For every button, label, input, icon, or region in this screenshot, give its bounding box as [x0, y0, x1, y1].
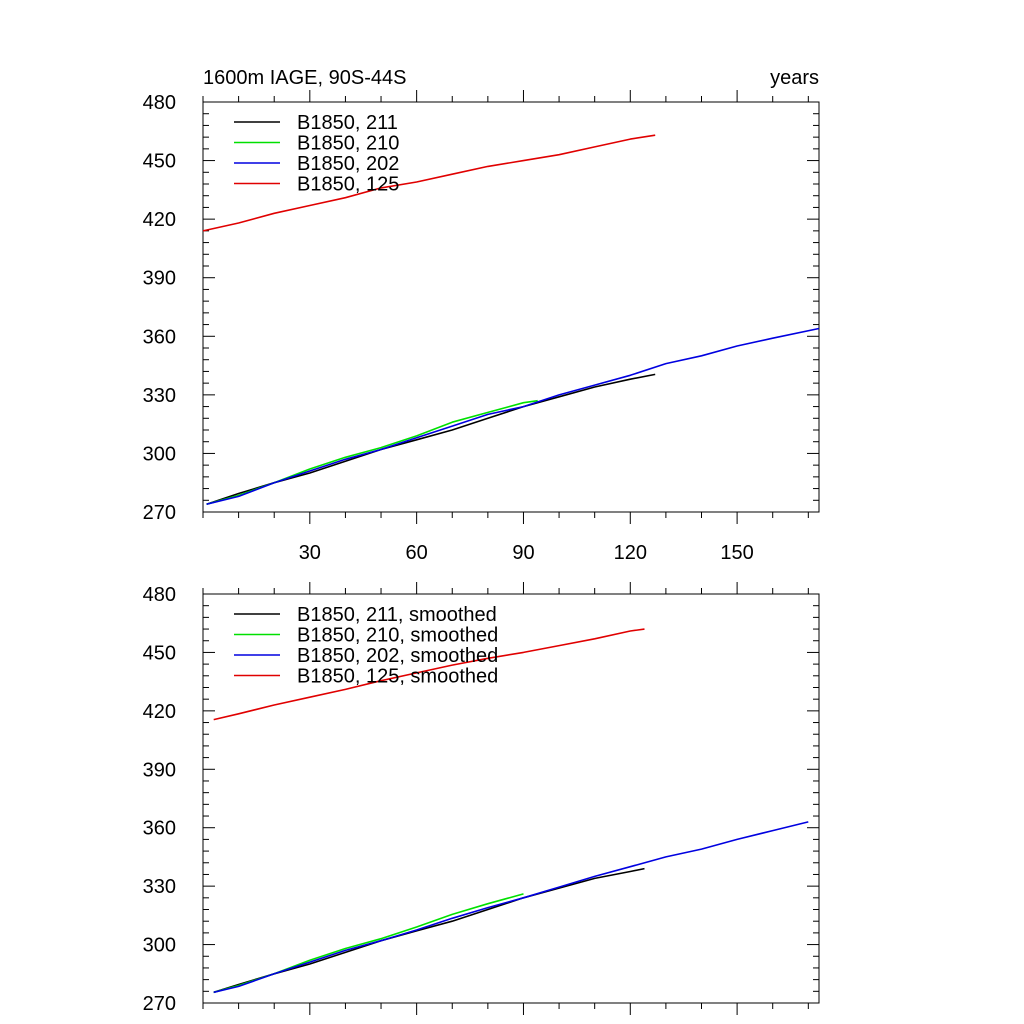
y-tick-label: 300	[143, 443, 176, 465]
y-tick-label: 270	[143, 993, 176, 1015]
legend-label: B1850, 210, smoothed	[297, 625, 498, 647]
y-tick-label: 450	[143, 642, 176, 664]
series-line-0	[213, 867, 645, 994]
y-tick-label: 450	[143, 151, 176, 173]
series-line-2	[206, 327, 820, 505]
x-tick-label: 150	[720, 542, 753, 564]
y-tick-label: 390	[143, 759, 176, 781]
plot-frame	[202, 593, 820, 1004]
x-tick-label: 120	[614, 542, 647, 564]
y-tick-label: 270	[143, 502, 176, 524]
x-tick-label: 30	[299, 542, 321, 564]
series-line-2	[213, 821, 809, 994]
y-tick-label: 420	[143, 701, 176, 723]
plot-frame	[202, 101, 820, 513]
x-tick-label: 90	[512, 542, 534, 564]
legend-label: B1850, 202, smoothed	[297, 645, 498, 667]
bottom-panel: 270 300 330 360 390 420 450 480 B1850, 211, smoo…	[143, 582, 820, 1015]
y-tick-label: 480	[143, 92, 176, 114]
series-line-0	[206, 373, 656, 505]
y-tick-label: 360	[143, 326, 176, 348]
legend-label: B1850, 125	[297, 174, 399, 196]
legend-label: B1850, 210	[297, 133, 399, 155]
y-tick-label: 420	[143, 209, 176, 231]
chart-title-right: years	[770, 67, 819, 89]
y-tick-label: 300	[143, 935, 176, 957]
y-tick-label: 360	[143, 818, 176, 840]
legend-label: B1850, 211	[297, 112, 398, 134]
chart-title: 1600m IAGE, 90S-44S	[203, 67, 406, 89]
y-tick-label: 330	[143, 876, 176, 898]
x-tick-label: 60	[406, 542, 428, 564]
legend-label: B1850, 125, smoothed	[297, 666, 498, 688]
series-line-3	[202, 134, 656, 232]
y-tick-label: 390	[143, 268, 176, 290]
y-tick-label: 480	[143, 584, 176, 606]
legend-label: B1850, 202	[297, 153, 399, 175]
y-tick-label: 330	[143, 385, 176, 407]
series-line-3	[213, 628, 645, 721]
legend-label: B1850, 211, smoothed	[297, 604, 497, 626]
top-panel: 270 300 330 360 390 420 450 480 30 60 90 120 150 1600…	[143, 67, 820, 564]
